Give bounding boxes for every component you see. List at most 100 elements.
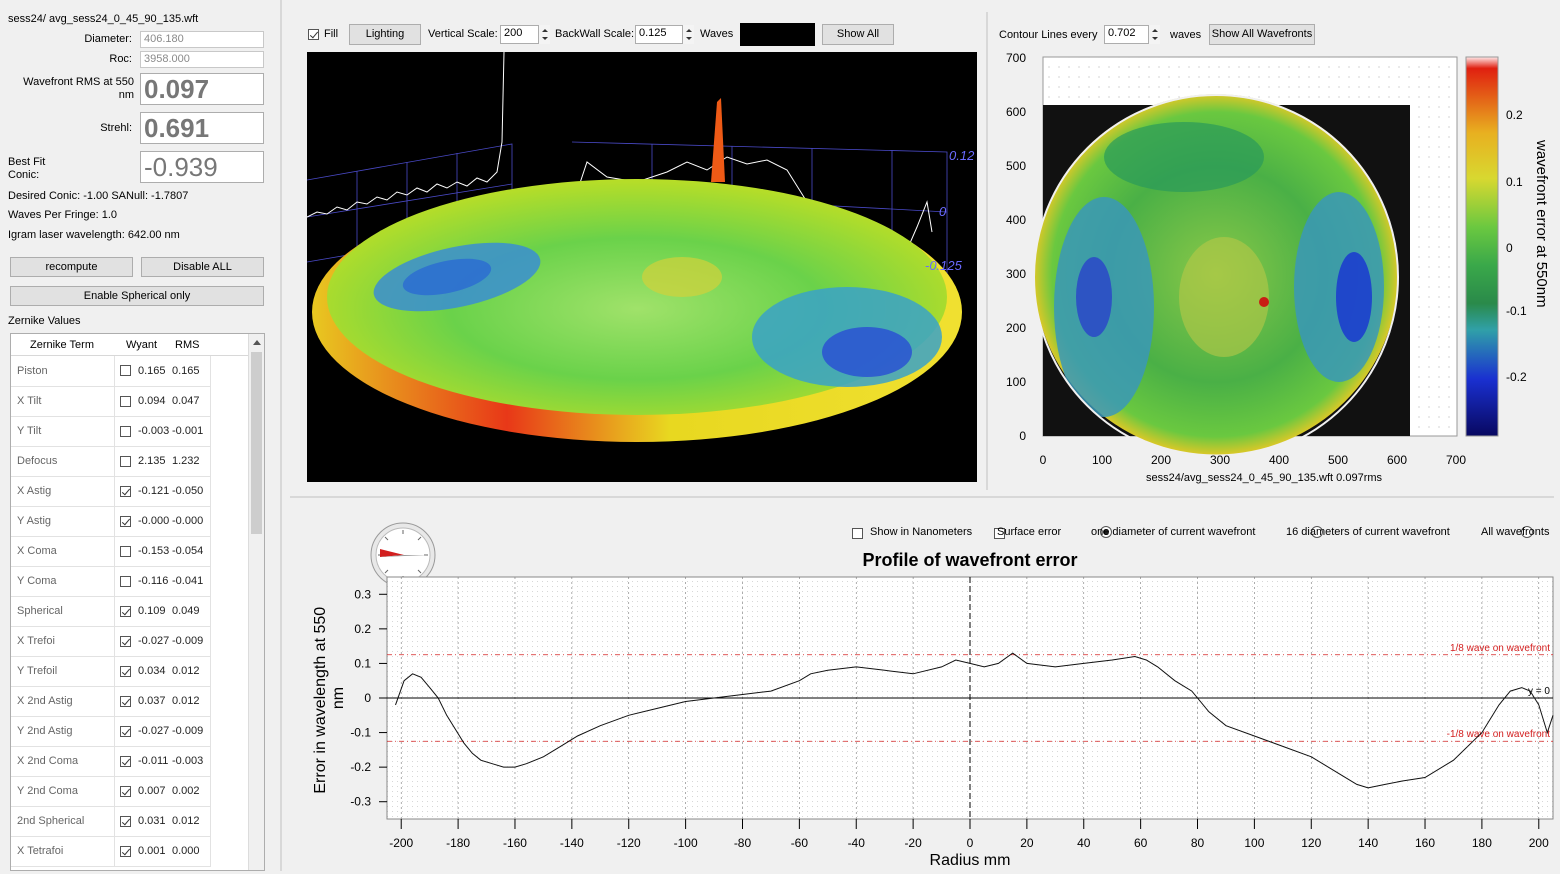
zernike-enable-checkbox[interactable]: [114, 686, 134, 717]
zernike-enable-checkbox[interactable]: [114, 776, 134, 807]
x-tick-label: 200: [1529, 836, 1549, 850]
chart-title: Profile of wavefront error: [862, 550, 1077, 570]
zernike-term: X Tilt: [11, 386, 115, 417]
x-tick-label: 80: [1191, 836, 1205, 850]
chart-ylabel-line1: Error in wavelength at 550: [312, 607, 329, 794]
conic-value: -0.939: [140, 151, 264, 183]
zernike-enable-checkbox[interactable]: [114, 836, 134, 867]
zernike-enable-checkbox[interactable]: [114, 626, 134, 657]
zernike-rms: -0.009: [170, 626, 211, 657]
lighting-button[interactable]: Lighting: [349, 24, 421, 45]
surface-error-checkbox[interactable]: [994, 527, 1006, 539]
vertical-scale-spinner-icon[interactable]: [538, 25, 550, 44]
contour-low-right-core: [1336, 252, 1372, 342]
contour-lines-input[interactable]: 0.702: [1104, 25, 1160, 44]
contour-x-tick: 300: [1210, 453, 1230, 467]
zernike-enable-checkbox[interactable]: [114, 446, 134, 477]
zernike-enable-checkbox[interactable]: [114, 386, 134, 417]
zernike-enable-checkbox[interactable]: [114, 806, 134, 837]
all-wavefronts-radio[interactable]: [1521, 526, 1534, 539]
colorbar-tick: -0.2: [1506, 370, 1527, 384]
contour-plot[interactable]: 700 600 500 400 300 200 100 0 0 100 200 …: [994, 51, 1554, 484]
zernike-row: X Astig -0.121 -0.050: [11, 476, 211, 507]
contour-caption: sess24/avg_sess24_0_45_90_135.wft 0.097r…: [1146, 472, 1383, 484]
zernike-term: Spherical: [11, 596, 115, 627]
zernike-term: Y 2nd Coma: [11, 776, 115, 807]
zernike-wyant: -0.027: [134, 716, 170, 747]
contour-top-band: [1104, 122, 1264, 192]
roc-field[interactable]: 3958.000: [140, 51, 264, 68]
zernike-wyant: 0.007: [134, 776, 170, 807]
surface-3d-graphic: 0.12 0 -0.125: [307, 52, 975, 442]
colorbar-tick: 0: [1506, 241, 1513, 255]
enable-spherical-button[interactable]: Enable Spherical only: [10, 286, 264, 306]
zernike-enable-checkbox[interactable]: [114, 566, 134, 597]
x-tick-label: -40: [848, 836, 866, 850]
backwall-scale-spinner-icon[interactable]: [682, 25, 694, 44]
recompute-button[interactable]: recompute: [10, 257, 133, 277]
zernike-rms: -0.009: [170, 716, 211, 747]
diameter-field[interactable]: 406.180: [140, 31, 264, 48]
show-all-wavefronts-button[interactable]: Show All Wavefronts: [1209, 24, 1315, 45]
zernike-enable-checkbox[interactable]: [114, 356, 134, 387]
contour-x-tick: 400: [1269, 453, 1289, 467]
compass-dial[interactable]: [368, 522, 438, 588]
chart-x-ticks: -200 -180 -160 -140 -120 -100 -80 -60 -40 -20 0 20 4…: [389, 819, 1549, 850]
disable-all-button[interactable]: Disable ALL: [141, 257, 264, 277]
conic-label: Best Fit Conic:: [8, 156, 46, 181]
zernike-wyant: 0.037: [134, 686, 170, 717]
show-all-button[interactable]: Show All: [822, 24, 894, 45]
zernike-wyant: 0.034: [134, 656, 170, 687]
zernike-term: Y Coma: [11, 566, 115, 597]
contour-lines-label: Contour Lines every: [999, 29, 1098, 41]
x-tick-label: 120: [1301, 836, 1321, 850]
surface-error-label: Surface error: [997, 526, 1062, 538]
zernike-enable-checkbox[interactable]: [114, 536, 134, 567]
zernike-enable-checkbox[interactable]: [114, 506, 134, 537]
contour-spinner-icon[interactable]: [1148, 25, 1160, 44]
zernike-enable-checkbox[interactable]: [114, 656, 134, 687]
zernike-enable-checkbox[interactable]: [114, 716, 134, 747]
sixteen-diameters-radio[interactable]: [1311, 526, 1324, 539]
zernike-wyant: -0.027: [134, 626, 170, 657]
profile-chart[interactable]: Profile of wavefront error 1/8 wave on w…: [290, 544, 1560, 871]
desired-conic-text: Desired Conic: -1.00 SANull: -1.7807: [8, 190, 189, 202]
contour-low-left-core: [1076, 257, 1112, 337]
zernike-rms: -0.000: [170, 506, 211, 537]
x-tick-label: 40: [1077, 836, 1091, 850]
view3d-toolbar: Fill Lighting Vertical Scale: 200 BackWa…: [300, 22, 980, 48]
one-diameter-radio[interactable]: [1100, 526, 1113, 539]
laser-wavelength-text: Igram laser wavelength: 642.00 nm: [8, 229, 180, 241]
surface-3d-view[interactable]: 0.12 0 -0.125: [307, 52, 977, 482]
middle-divider: [290, 496, 1554, 498]
backwall-scale-label: BackWall Scale:: [555, 28, 635, 40]
nanometers-label: Show in Nanometers: [870, 526, 973, 538]
zernike-enable-checkbox[interactable]: [114, 416, 134, 447]
scroll-thumb[interactable]: [251, 352, 262, 534]
contour-y-tick: 600: [1006, 105, 1026, 119]
zernike-scrollbar[interactable]: [248, 334, 264, 870]
zernike-wyant: 0.001: [134, 836, 170, 867]
y-tick-label: -0.1: [350, 726, 371, 740]
zernike-enable-checkbox[interactable]: [114, 596, 134, 627]
diameter-label: Diameter:: [84, 33, 132, 45]
contour-x-tick: 100: [1092, 453, 1112, 467]
fill-checkbox[interactable]: [308, 28, 319, 40]
backwall-scale-input[interactable]: 0.125: [635, 25, 694, 44]
zernike-enable-checkbox[interactable]: [114, 476, 134, 507]
zernike-row: X 2nd Astig 0.037 0.012: [11, 686, 211, 717]
zernike-rms: 0.012: [170, 686, 211, 717]
x-tick-label: 180: [1472, 836, 1492, 850]
chart-series: [395, 652, 1554, 789]
zernike-rms: 0.047: [170, 386, 211, 417]
nanometers-checkbox[interactable]: [852, 527, 863, 539]
zernike-row: X 2nd Coma -0.011 -0.003: [11, 746, 211, 777]
left-panel: sess24/ avg_sess24_0_45_90_135.wft Diame…: [0, 0, 280, 871]
zernike-enable-checkbox[interactable]: [114, 746, 134, 777]
panel-divider[interactable]: [280, 0, 282, 871]
contour-x-tick: 500: [1328, 453, 1348, 467]
roc-label: Roc:: [109, 53, 132, 65]
zernike-term: X Coma: [11, 536, 115, 567]
zernike-term: Y Tilt: [11, 416, 115, 447]
scroll-up-icon[interactable]: [253, 340, 261, 345]
